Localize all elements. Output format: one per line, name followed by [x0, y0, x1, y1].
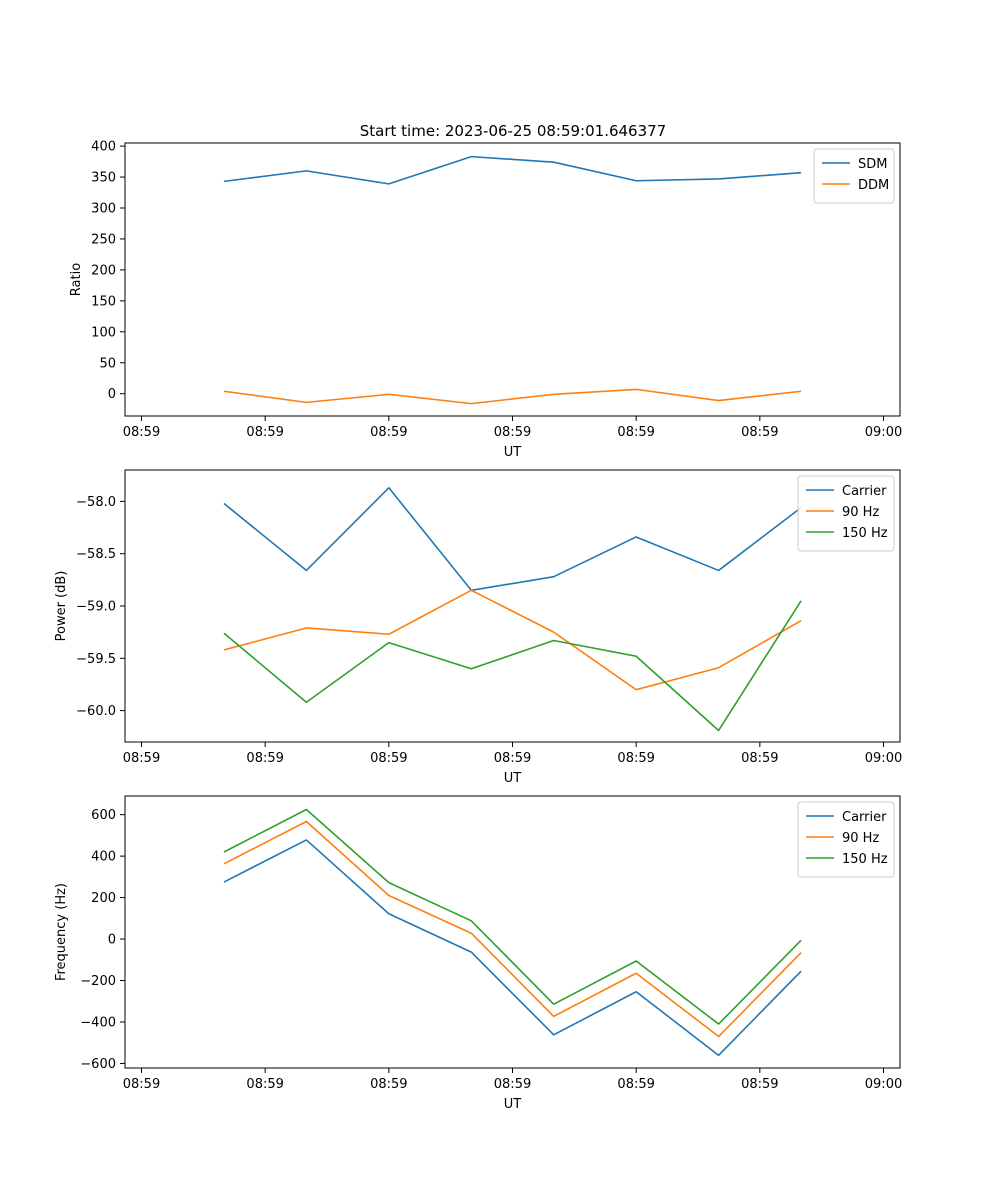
power-y-tick-label-3: −58.5	[76, 547, 116, 562]
power-legend-label-2: 150 Hz	[842, 526, 888, 541]
frequency-x-tick-label-4: 08:59	[617, 1077, 654, 1092]
frequency-legend-label-1: 90 Hz	[842, 831, 879, 846]
frequency-series-line-0	[223, 839, 802, 1057]
power-legend: Carrier 90 Hz 150 Hz	[797, 475, 895, 552]
power-x-tick-label-1: 08:59	[246, 751, 283, 766]
frequency-legend-label-2: 150 Hz	[842, 852, 888, 867]
ratio-y-tick-label-8: 400	[91, 140, 116, 155]
power-x-tick-label-3: 08:59	[494, 751, 531, 766]
frequency-y-tick-label-1: −400	[80, 1015, 116, 1030]
power-legend-label-1: 90 Hz	[842, 505, 879, 520]
power-series-line-1	[223, 589, 802, 691]
frequency-x-axis-label: UT	[504, 1097, 522, 1112]
frequency-y-tick-label-3: 0	[108, 933, 116, 948]
power-axes-frame	[124, 469, 901, 743]
power-x-tick-label-2: 08:59	[370, 751, 407, 766]
frequency-y-axis-label: Frequency (Hz)	[54, 883, 69, 981]
power-y-tick-label-2: −59.0	[76, 600, 116, 615]
ratio-x-tick-label-2: 08:59	[370, 425, 407, 440]
frequency-series-line-1	[223, 820, 802, 1038]
ratio-x-tick-label-1: 08:59	[246, 425, 283, 440]
power-legend-label-0: Carrier	[842, 484, 887, 499]
power-series-line-2	[223, 600, 802, 732]
frequency-x-tick-label-2: 08:59	[370, 1077, 407, 1092]
power-x-tick-label-0: 08:59	[123, 751, 160, 766]
ratio-axes-frame	[124, 142, 901, 417]
frequency-x-tick-label-3: 08:59	[494, 1077, 531, 1092]
ratio-x-tick-label-6: 09:00	[865, 425, 902, 440]
figure-title: Start time: 2023-06-25 08:59:01.646377	[360, 122, 666, 140]
power-y-axis-label: Power (dB)	[54, 571, 69, 642]
frequency-y-tick-label-5: 400	[91, 850, 116, 865]
ratio-x-tick-label-3: 08:59	[494, 425, 531, 440]
ratio-y-tick-label-5: 250	[91, 232, 116, 247]
ratio-x-axis-label: UT	[504, 445, 522, 460]
ratio-y-axis-label: Ratio	[69, 263, 84, 296]
frequency-y-tick-label-0: −600	[80, 1057, 116, 1072]
ratio-y-tick-label-7: 350	[91, 171, 116, 186]
frequency-x-tick-label-0: 08:59	[123, 1077, 160, 1092]
ratio-y-tick-label-3: 150	[91, 294, 116, 309]
chart-frequency: 08:59 08:59 08:59 08:59 08:59 08:59 09:00 −600 −…	[54, 795, 902, 1112]
frequency-legend-label-0: Carrier	[842, 810, 887, 825]
frequency-legend: Carrier 90 Hz 150 Hz	[797, 801, 895, 878]
power-x-tick-label-6: 09:00	[865, 751, 902, 766]
ratio-y-tick-label-2: 100	[91, 325, 116, 340]
power-y-tick-label-1: −59.5	[76, 652, 116, 667]
ratio-y-tick-label-6: 300	[91, 202, 116, 217]
ratio-x-tick-label-4: 08:59	[617, 425, 654, 440]
power-y-tick-label-4: −58.0	[76, 495, 116, 510]
ratio-x-tick-label-5: 08:59	[741, 425, 778, 440]
frequency-y-tick-label-4: 200	[91, 891, 116, 906]
frequency-series-line-2	[223, 808, 802, 1025]
ratio-series-line-0	[223, 155, 802, 185]
ratio-legend-label-0: SDM	[858, 157, 887, 172]
power-y-tick-label-0: −60.0	[76, 704, 116, 719]
chart-power: 08:59 08:59 08:59 08:59 08:59 08:59 09:00 −60.0…	[54, 469, 902, 786]
power-x-tick-label-5: 08:59	[741, 751, 778, 766]
chart-ratio: 08:59 08:59 08:59 08:59 08:59 08:59 09:00 0 50 10…	[69, 140, 902, 460]
power-x-axis-label: UT	[504, 771, 522, 786]
ratio-legend: SDM DDM	[813, 148, 895, 204]
frequency-x-tick-label-1: 08:59	[246, 1077, 283, 1092]
power-x-tick-label-4: 08:59	[617, 751, 654, 766]
ratio-legend-label-1: DDM	[858, 178, 889, 193]
frequency-x-tick-label-5: 08:59	[741, 1077, 778, 1092]
frequency-axes-frame	[124, 795, 901, 1069]
ratio-y-tick-label-1: 50	[99, 356, 116, 371]
frequency-x-tick-label-6: 09:00	[865, 1077, 902, 1092]
ratio-y-tick-label-4: 200	[91, 263, 116, 278]
frequency-y-tick-label-6: 600	[91, 808, 116, 823]
ratio-series-line-1	[223, 388, 802, 405]
power-series-line-0	[223, 486, 802, 592]
frequency-y-tick-label-2: −200	[80, 974, 116, 989]
ratio-x-tick-label-0: 08:59	[123, 425, 160, 440]
ratio-y-tick-label-0: 0	[108, 387, 116, 402]
